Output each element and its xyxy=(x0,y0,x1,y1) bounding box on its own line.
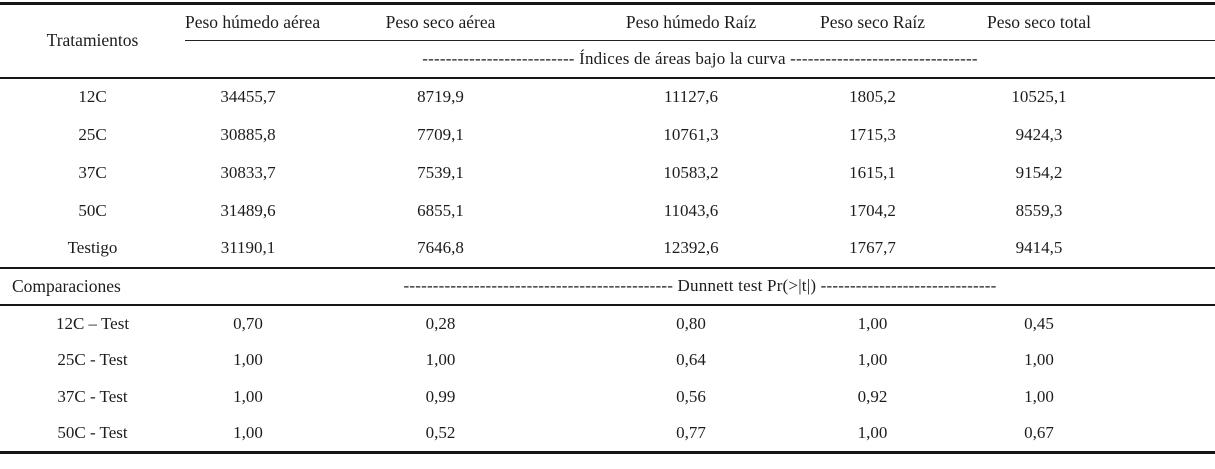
data-cell: 1,00 xyxy=(857,350,888,369)
data-cell: 9414,5 xyxy=(1015,238,1063,257)
column-header-peso-humedo-raiz: Peso húmedo Raíz xyxy=(564,3,782,41)
data-cell: 0,45 xyxy=(1024,313,1054,333)
data-cell: 10761,3 xyxy=(663,124,719,144)
column-header-peso-humedo-aerea: Peso húmedo aérea xyxy=(185,3,341,41)
table-row-12c: 12C 34455,7 8719,9 11127,6 1805,2 10525,… xyxy=(0,78,1215,116)
row-label: 12C xyxy=(78,87,107,106)
results-table: Tratamientos Peso húmedo aérea Peso seco… xyxy=(0,2,1215,454)
data-cell: 7646,8 xyxy=(417,238,464,257)
data-cell: 0,92 xyxy=(857,387,888,406)
row-label: 37C xyxy=(78,162,107,182)
row-label: 37C - Test xyxy=(57,387,128,406)
data-cell: 0,56 xyxy=(676,387,706,406)
section2-banner-dunnett: ----------------------------------------… xyxy=(185,266,1215,306)
table-row-25c: 25C 30885,8 7709,1 10761,3 1715,3 9424,3 xyxy=(0,116,1215,154)
data-cell: 9154,2 xyxy=(1015,162,1063,182)
section1-banner-indices: -------------------------- Índices de ár… xyxy=(185,40,1215,79)
data-cell: 1,00 xyxy=(425,350,456,369)
data-cell: 11127,6 xyxy=(664,87,718,106)
row-label: 25C xyxy=(78,124,107,144)
data-cell: 1,00 xyxy=(233,350,263,369)
data-cell: 30885,8 xyxy=(220,124,276,144)
data-cell: 1,00 xyxy=(233,423,263,443)
data-cell: 0,70 xyxy=(233,313,263,333)
data-cell: 12392,6 xyxy=(663,238,719,257)
data-cell: 31489,6 xyxy=(220,200,276,220)
table-row-37c-test: 37C - Test 1,00 0,99 0,56 0,92 1,00 xyxy=(0,379,1215,416)
column-header-peso-seco-total: Peso seco total xyxy=(953,3,1215,41)
data-cell: 0,80 xyxy=(676,313,706,333)
row-label: 50C - Test xyxy=(57,423,128,443)
data-cell: 1,00 xyxy=(233,387,263,406)
data-cell: 7709,1 xyxy=(417,124,464,144)
table-row-testigo: Testigo 31190,1 7646,8 12392,6 1767,7 94… xyxy=(0,230,1215,268)
data-cell: 1767,7 xyxy=(849,238,896,257)
data-cell: 0,52 xyxy=(425,423,456,443)
data-cell: 0,67 xyxy=(1024,423,1054,443)
section2-label: Comparaciones xyxy=(0,266,185,306)
data-cell: 10583,2 xyxy=(663,162,719,182)
section1-banner-row: -------------------------- Índices de ár… xyxy=(0,40,1215,79)
data-cell: 1615,1 xyxy=(849,162,896,182)
data-cell: 1805,2 xyxy=(849,87,896,106)
header-row: Tratamientos Peso húmedo aérea Peso seco… xyxy=(0,3,1215,79)
table-row-25c-test: 25C - Test 1,00 1,00 0,64 1,00 1,00 xyxy=(0,342,1215,379)
data-cell: 7539,1 xyxy=(417,162,464,182)
column-header-tratamientos: Tratamientos xyxy=(0,3,185,79)
data-cell: 1704,2 xyxy=(849,200,896,220)
data-cell: 1,00 xyxy=(1024,387,1054,406)
data-cell: 1715,3 xyxy=(849,124,896,144)
row-label: 12C – Test xyxy=(55,313,130,333)
row-label: 50C xyxy=(78,200,107,220)
data-cell: 9424,3 xyxy=(1015,124,1063,144)
data-cell: 8559,3 xyxy=(1015,200,1063,220)
column-header-peso-seco-raiz: Peso seco Raíz xyxy=(782,3,953,41)
table-row-50c: 50C 31489,6 6855,1 11043,6 1704,2 8559,3 xyxy=(0,192,1215,230)
data-cell: 30833,7 xyxy=(220,162,276,182)
data-cell: 10525,1 xyxy=(1011,87,1067,106)
table-row-12c-test: 12C – Test 0,70 0,28 0,80 1,00 0,45 xyxy=(0,305,1215,342)
table-row-50c-test: 50C - Test 1,00 0,52 0,77 1,00 0,67 xyxy=(0,416,1215,453)
data-cell: 6855,1 xyxy=(417,200,464,220)
data-cell: 1,00 xyxy=(1024,350,1054,369)
data-cell: 11043,6 xyxy=(663,200,719,220)
data-cell: 0,99 xyxy=(425,387,456,406)
data-cell: 0,77 xyxy=(676,423,706,443)
table-row-37c: 37C 30833,7 7539,1 10583,2 1615,1 9154,2 xyxy=(0,154,1215,192)
data-cell: 31190,1 xyxy=(220,238,276,257)
data-cell: 1,00 xyxy=(857,313,888,333)
row-label: 25C - Test xyxy=(57,350,128,369)
row-label: Testigo xyxy=(67,238,118,257)
data-cell: 34455,7 xyxy=(220,87,276,106)
comparaciones-row: Comparaciones --------------------------… xyxy=(0,266,1215,306)
data-cell: 8719,9 xyxy=(417,87,464,106)
data-cell: 0,64 xyxy=(676,350,706,369)
data-cell: 0,28 xyxy=(425,313,456,333)
column-header-peso-seco-aerea: Peso seco aérea xyxy=(341,3,564,41)
data-cell: 1,00 xyxy=(857,423,888,443)
